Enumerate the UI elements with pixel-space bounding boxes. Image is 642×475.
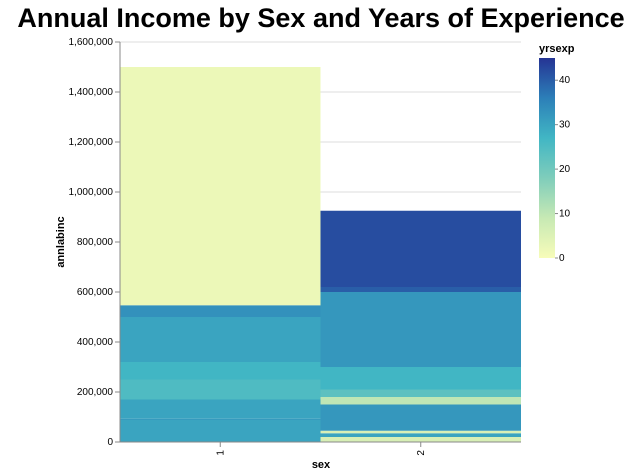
x-tick-label: 2	[416, 450, 427, 456]
legend-tick-label: 40	[559, 75, 571, 86]
legend-ticks: 0 10 20 30 40	[555, 75, 571, 264]
y-tick-label: 1,400,000	[69, 87, 114, 98]
legend-tick-label: 30	[559, 120, 571, 131]
legend-title: yrsexp	[539, 43, 575, 55]
color-legend: yrsexp 0 10 20 30 40	[539, 43, 575, 264]
bar-segment	[320, 292, 521, 367]
y-axis: 0 200,000 400,000 600,000 800,000 1,000,000 1,…	[69, 37, 121, 448]
x-axis-title: sex	[312, 459, 331, 471]
bar-segment	[120, 418, 321, 420]
bar-segment	[120, 399, 321, 419]
y-tick-label: 800,000	[77, 237, 114, 248]
legend-tick-label: 10	[559, 209, 571, 220]
bar-segment	[320, 430, 521, 434]
bar-segment	[120, 379, 321, 400]
bar-segment	[120, 419, 321, 442]
y-tick-label: 1,200,000	[69, 137, 114, 148]
y-tick-label: 200,000	[77, 387, 114, 398]
bar-segment	[320, 397, 521, 405]
y-tick-label: 1,600,000	[69, 37, 114, 48]
chart-title: Annual Income by Sex and Years of Experi…	[17, 3, 624, 33]
bar-segment	[320, 404, 521, 431]
y-tick-label: 0	[107, 437, 113, 448]
bar-segment	[120, 67, 321, 306]
x-tick-label: 1	[215, 450, 226, 456]
y-axis-title: annlabinc	[55, 216, 67, 267]
bar-segment	[320, 389, 521, 397]
legend-tick-label: 20	[559, 164, 571, 175]
bar-segment	[320, 287, 521, 292]
y-tick-label: 1,000,000	[69, 187, 114, 198]
bar-segment	[320, 437, 521, 442]
y-tick-label: 400,000	[77, 337, 114, 348]
stacked-bars	[120, 67, 521, 442]
y-tick-label: 600,000	[77, 287, 114, 298]
legend-tick-label: 0	[559, 253, 565, 264]
bar-segment	[120, 305, 321, 317]
bar-segment	[320, 367, 521, 390]
bar-segment	[120, 317, 321, 362]
bar-segment	[320, 433, 521, 437]
legend-gradient-bar	[539, 58, 555, 258]
bar-segment	[120, 362, 321, 380]
bar-segment	[320, 210, 521, 287]
